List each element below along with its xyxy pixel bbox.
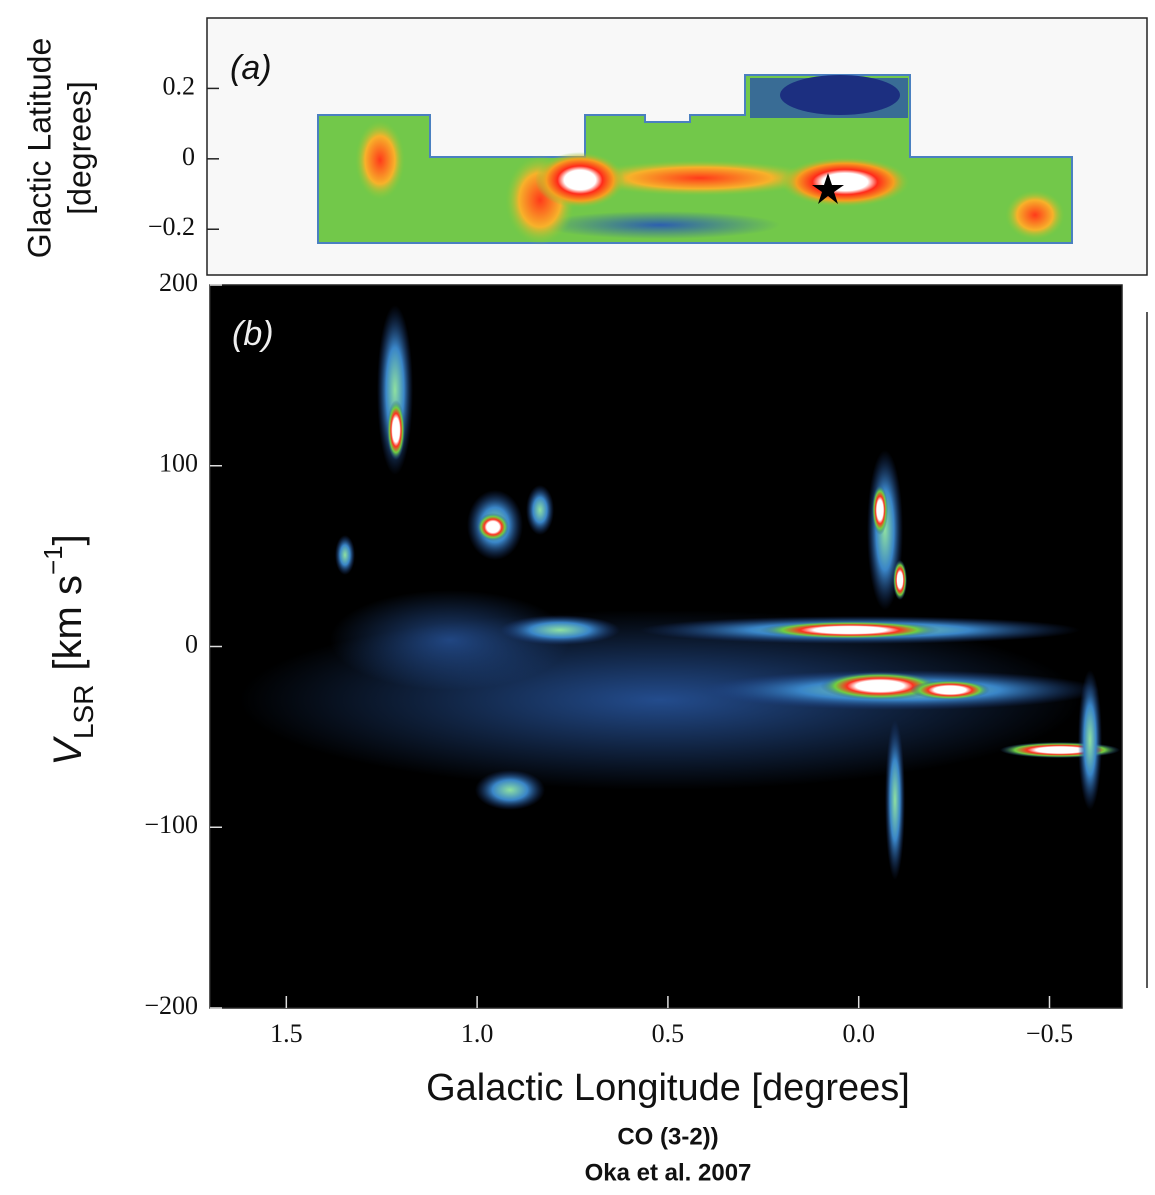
y-tick-label: 200 [159,268,198,297]
x-tick-label: 1.5 [270,1019,303,1048]
y-tick-label: −200 [144,991,198,1020]
caption: Oka et al. 2007 [585,1159,752,1186]
y-tick-label: −100 [144,810,198,839]
map-features [355,75,1065,245]
y-tick-label: 0 [182,142,195,171]
caption: CO (3-2)) [617,1123,718,1150]
x-tick-label: −0.5 [1026,1019,1073,1048]
y-tick-label: 0 [185,629,198,658]
panel-label: (b) [232,315,274,353]
y-axis-label: Glactic Latitude [21,38,57,259]
y-tick-label: 0.2 [163,71,196,100]
y-label-close: ] [46,534,90,545]
panel-label: (a) [230,49,272,87]
y-label-sub: LSR [68,685,99,739]
velocity-map [240,305,1120,880]
y-tick-label: 100 [159,449,198,478]
y-axis-label: [degrees] [61,81,97,214]
y-label-sup: −1 [38,545,68,575]
panel-a-frame [206,17,1148,276]
x-axis-label: Galactic Longitude [degrees] [426,1067,910,1109]
y-label-unit: [km s [46,575,90,671]
x-tick-label: 0.0 [842,1019,875,1048]
x-tick-label: 1.0 [461,1019,494,1048]
y-axis-label: VLSR [km s−1] [38,534,99,765]
y-label-main: V [46,736,90,766]
x-tick-label: 0.5 [652,1019,685,1048]
y-tick-label: −0.2 [148,212,195,241]
